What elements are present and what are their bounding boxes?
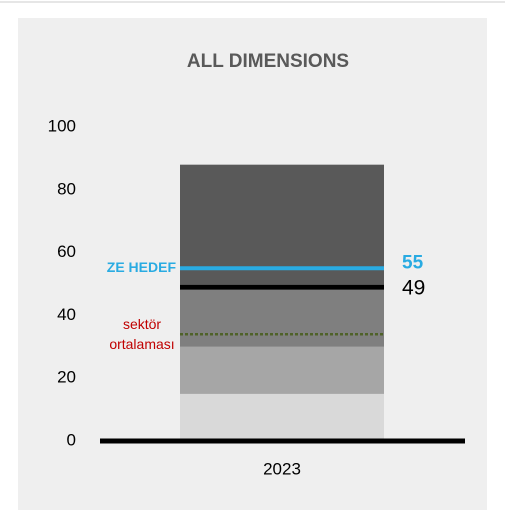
band [180,393,384,441]
y-tick-label: 60 [57,242,76,261]
value-label: 49 [402,277,425,300]
y-tick-label: 0 [67,430,76,449]
chart-title: ALL DIMENSIONS [187,51,349,72]
target-label: ZE HEDEF [107,259,177,275]
target-value-label: 55 [402,252,424,273]
band [180,164,384,284]
x-tick-label: 2023 [263,459,301,478]
sector-label: ortalaması [109,336,174,352]
sector-label: sektör [123,316,161,332]
band [180,346,384,394]
y-tick-label: 80 [57,179,76,198]
y-tick-label: 20 [57,368,76,387]
band [180,284,384,347]
y-tick-label: 40 [57,305,76,324]
y-tick-label: 100 [48,116,76,135]
